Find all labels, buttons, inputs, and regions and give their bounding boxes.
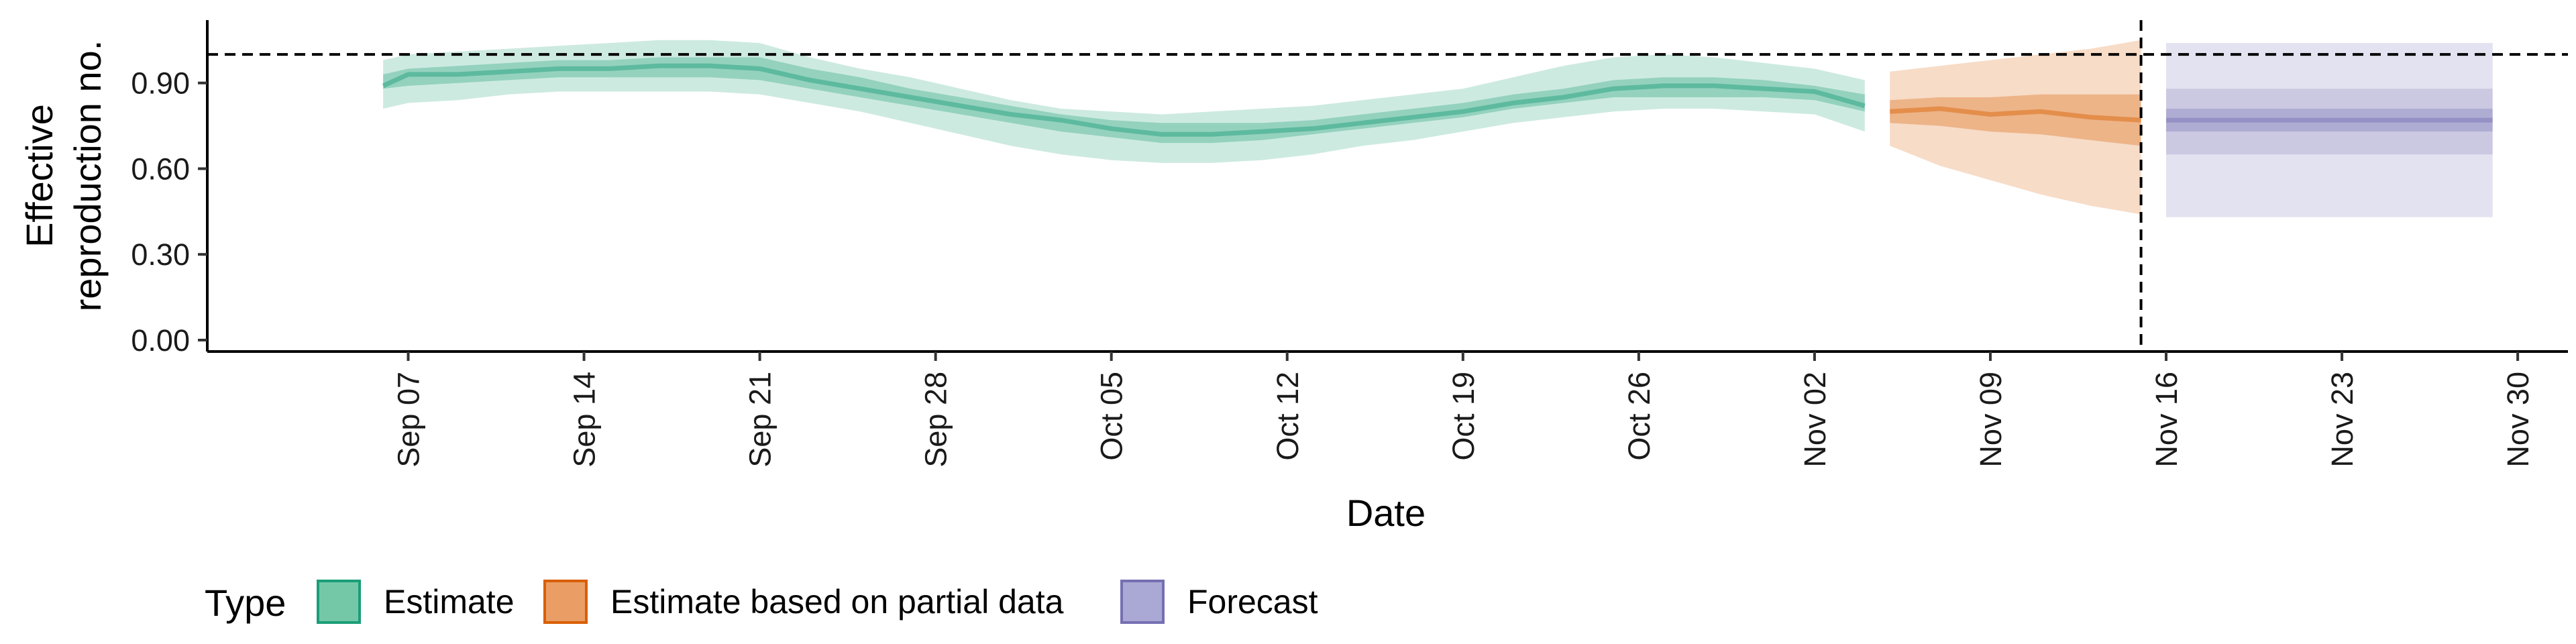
band-outer-forecast	[2166, 43, 2493, 217]
y-tick-label: 0.60	[131, 152, 190, 186]
legend-label-forecast: Forecast	[1187, 583, 1318, 621]
x-tick-label: Oct 12	[1271, 372, 1305, 461]
median-line-estimate	[382, 63, 1866, 137]
legend-label-estimate: Estimate	[384, 583, 515, 621]
x-tick-label: Oct 19	[1446, 372, 1481, 461]
x-tick-label: Sep 21	[743, 372, 777, 468]
band-50-forecast	[2166, 109, 2493, 132]
x-tick-label: Nov 16	[2149, 372, 2184, 468]
band-90-forecast	[2166, 89, 2493, 155]
uncertainty-bands	[383, 40, 2493, 217]
legend-key-partial	[543, 580, 588, 624]
legend-key-estimate	[317, 580, 361, 624]
y-axis-title-line-1: Effective	[18, 104, 60, 248]
legend-key-forecast	[1120, 580, 1165, 624]
y-tick-label: 0.30	[131, 237, 190, 272]
x-tick-label: Oct 26	[1622, 372, 1656, 461]
x-tick-label: Oct 05	[1095, 372, 1129, 461]
legend: Type Estimate Estimate based on partial …	[205, 580, 1318, 624]
x-tick-label: Nov 09	[1974, 372, 2008, 468]
y-tick-label: 0.00	[131, 323, 190, 358]
x-tick-label: Sep 07	[392, 372, 426, 468]
y-tick-label: 0.90	[131, 66, 190, 101]
x-tick-label: Nov 02	[1798, 372, 1832, 468]
legend-title: Type	[205, 582, 286, 624]
tick-labels: 0.00 0.30 0.60 0.90 Sep 07 Sep 14 Sep 21 Sep 28…	[131, 66, 2535, 468]
axes	[198, 20, 2568, 361]
x-tick-label: Sep 28	[919, 372, 953, 468]
y-axis-title: Effective reproduction no.	[18, 40, 109, 312]
legend-label-partial: Estimate based on partial data	[610, 583, 1064, 621]
reference-lines	[207, 20, 2568, 352]
x-tick-label: Nov 30	[2501, 372, 2535, 468]
x-tick-label: Nov 23	[2325, 372, 2359, 468]
median-line-estimate-based-on-partial-data	[1889, 106, 2141, 123]
median-lines	[382, 63, 2493, 137]
band-50-estimate-based-on-partial-data	[1890, 94, 2141, 146]
x-tick-label: Sep 14	[568, 372, 602, 468]
band-90-estimate-based-on-partial-data	[1890, 40, 2141, 215]
band-90-estimate	[383, 40, 1865, 163]
band-50-estimate	[383, 57, 1865, 144]
x-axis-title: Date	[1346, 492, 1426, 534]
y-axis-title-line-2: reproduction no.	[66, 40, 109, 312]
